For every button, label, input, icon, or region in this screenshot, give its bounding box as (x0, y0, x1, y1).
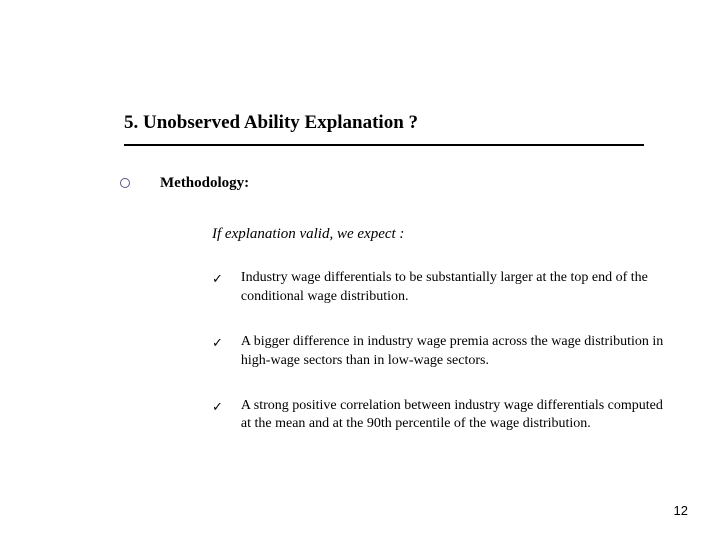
check-text: A strong positive correlation between in… (241, 397, 666, 435)
content-area: Methodology: If explanation valid, we ex… (120, 175, 660, 460)
page-number: 12 (674, 503, 688, 518)
title-wrap: 5. Unobserved Ability Explanation ? (124, 112, 614, 134)
check-text: Industry wage differentials to be substa… (241, 269, 666, 307)
methodology-label: Methodology: (160, 175, 249, 192)
checkmark-icon: ✓ (212, 335, 223, 351)
checkmark-icon: ✓ (212, 271, 223, 287)
list-item: ✓ A strong positive correlation between … (212, 397, 666, 435)
list-item: ✓ Industry wage differentials to be subs… (212, 269, 666, 307)
circle-bullet-icon (120, 178, 130, 188)
page-title: 5. Unobserved Ability Explanation ? (124, 112, 614, 134)
expect-line: If explanation valid, we expect : (212, 226, 660, 243)
slide: 5. Unobserved Ability Explanation ? Meth… (0, 0, 720, 540)
list-item: ✓ A bigger difference in industry wage p… (212, 333, 666, 371)
title-divider (124, 144, 644, 146)
checkmark-icon: ✓ (212, 399, 223, 415)
check-list: ✓ Industry wage differentials to be subs… (212, 269, 666, 434)
methodology-row: Methodology: (120, 175, 660, 192)
check-text: A bigger difference in industry wage pre… (241, 333, 666, 371)
